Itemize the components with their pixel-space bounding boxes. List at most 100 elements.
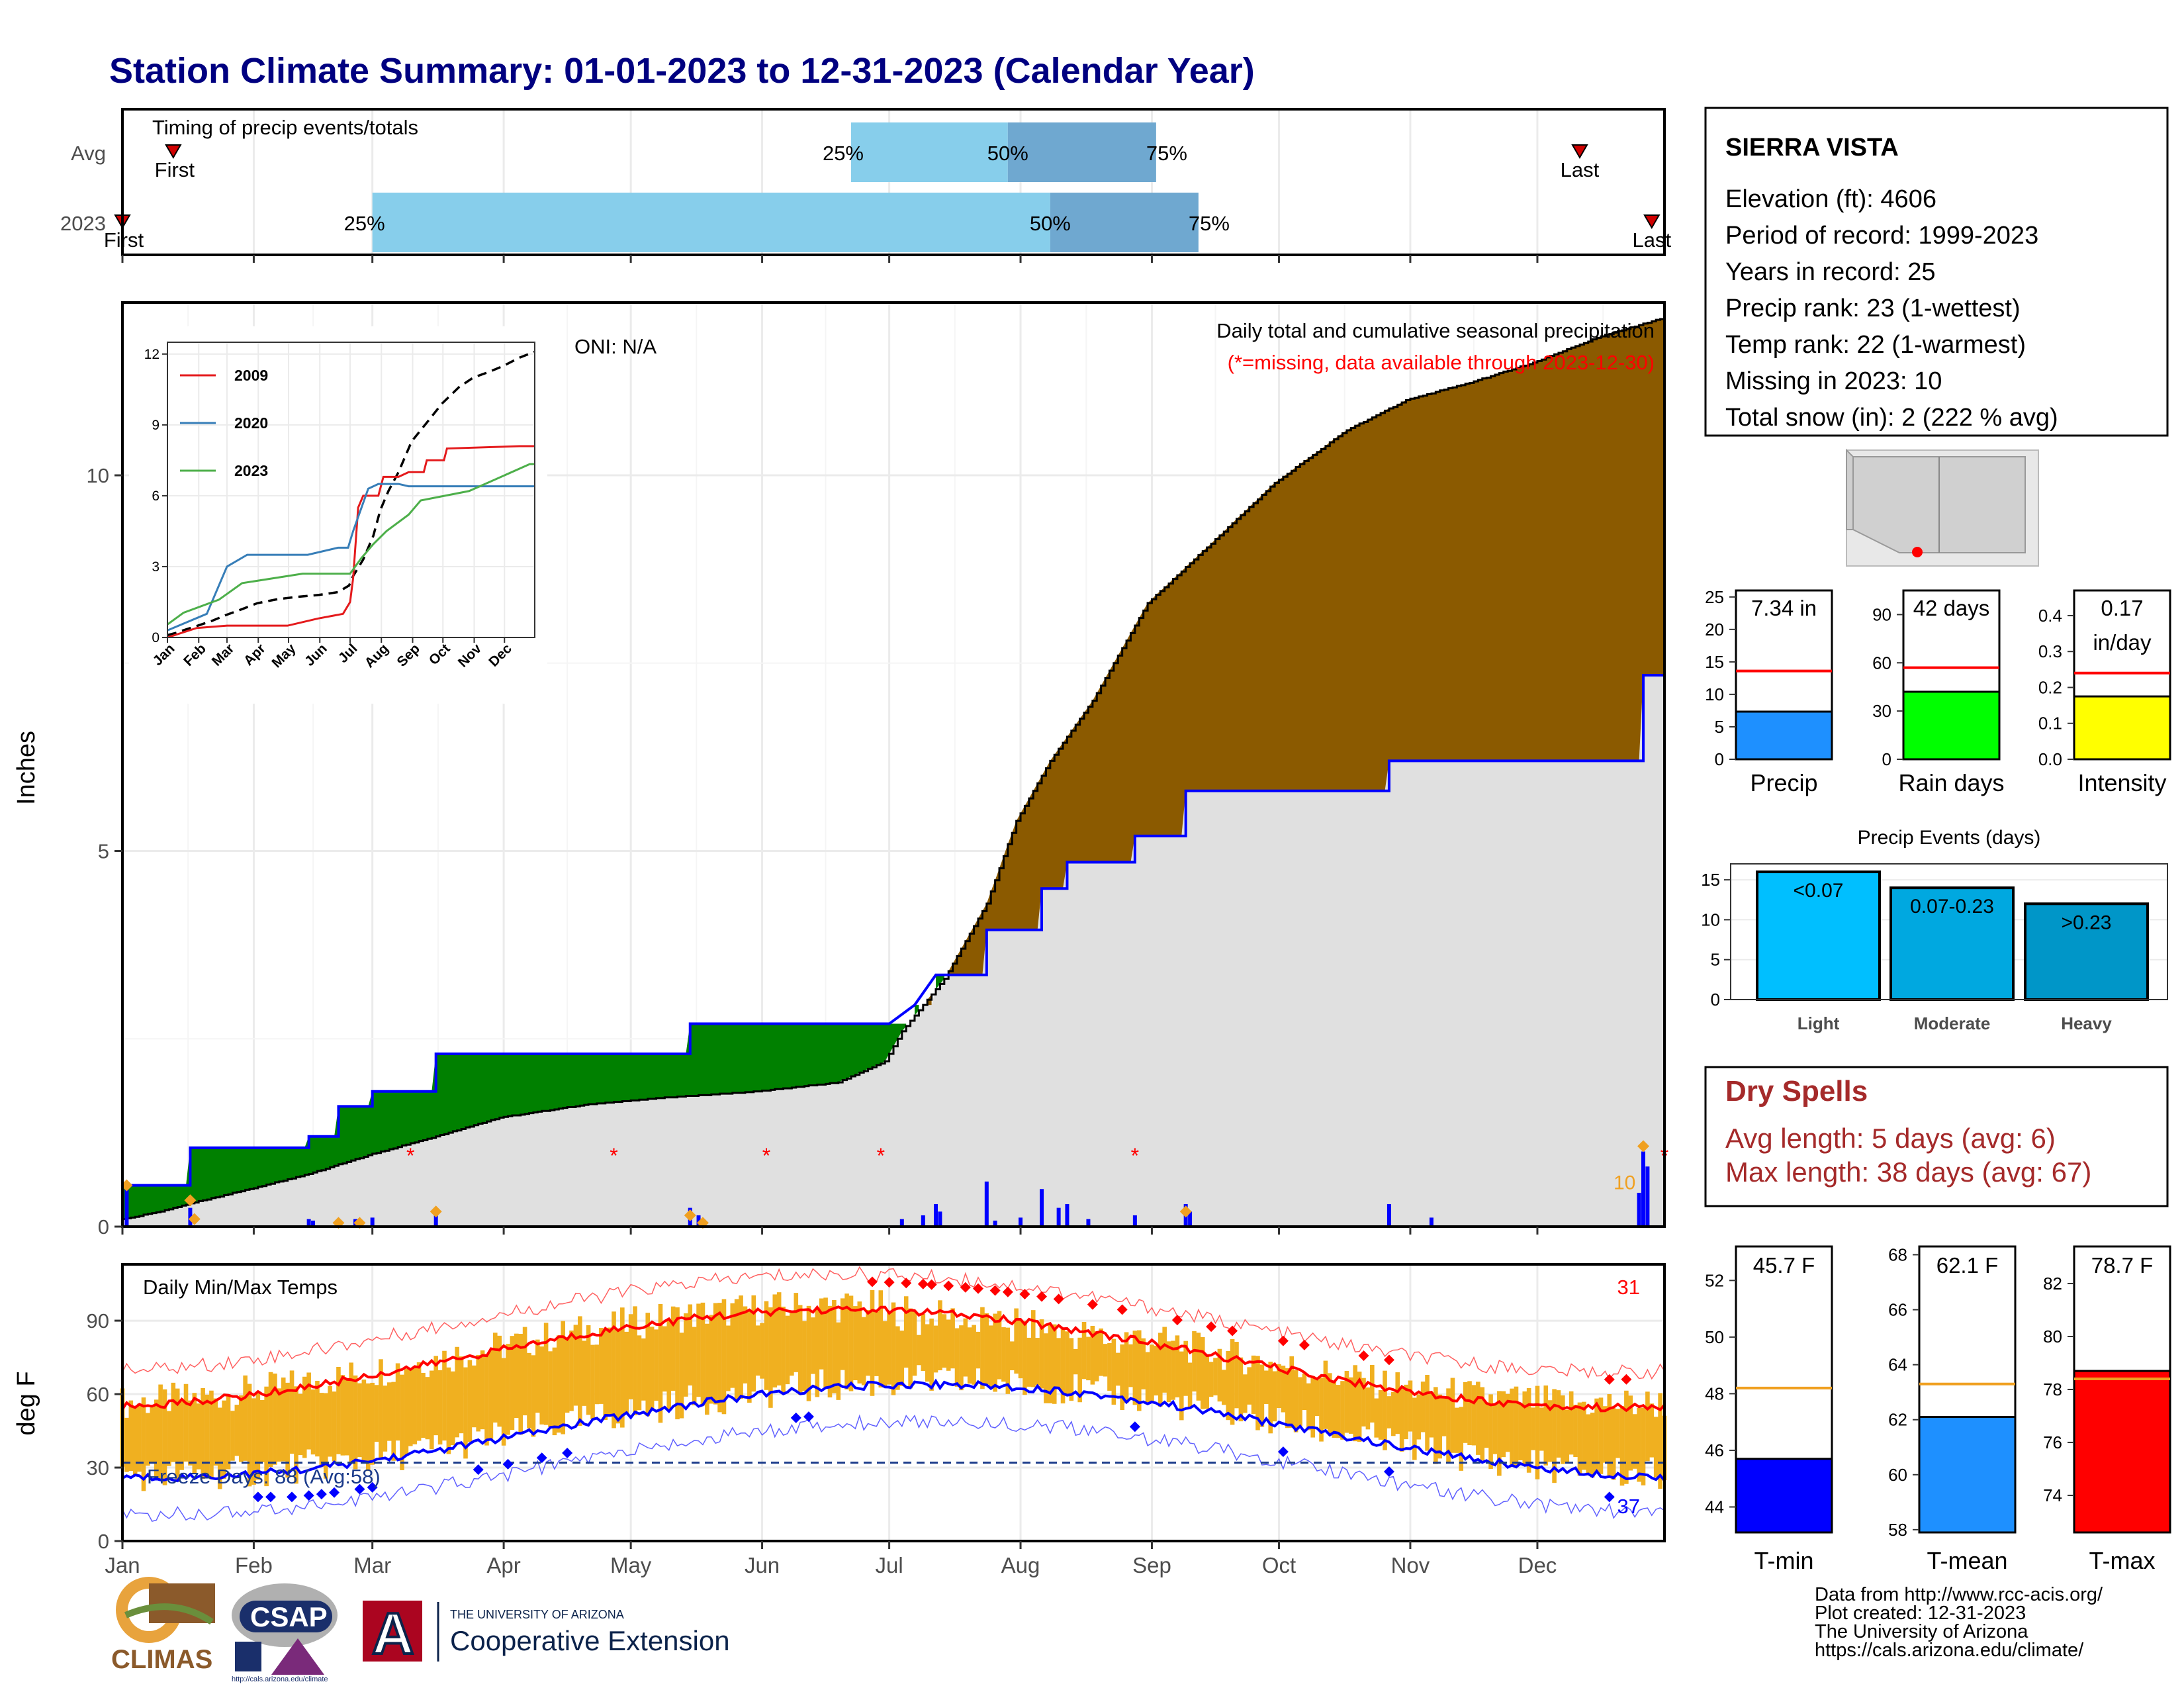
temp-y-tick: 76 — [2043, 1432, 2062, 1452]
daily-temp-bar — [289, 1370, 295, 1454]
credit-line: https://cals.arizona.edu/climate/ — [1815, 1640, 2084, 1661]
cold-day-marker — [316, 1489, 327, 1500]
daily-temps-panel: Daily Min/Max Temps Freeze Days: 88 (Avg:… — [13, 1263, 1667, 1553]
daily-temp-bar — [471, 1365, 477, 1428]
last-label: Last — [1561, 158, 1600, 181]
daily-temp-bar — [1501, 1391, 1506, 1458]
daily-temp-bar — [167, 1411, 171, 1466]
summary-bar-label: Rain days — [1898, 769, 2004, 796]
daily-precip-bar — [1040, 1189, 1044, 1227]
daily-temp-bar — [790, 1313, 794, 1376]
daily-temp-bar — [251, 1398, 256, 1485]
precip-y-axis-label: Inches — [13, 731, 40, 805]
daily-temp-bar — [1251, 1355, 1256, 1414]
daily-temp-bar — [713, 1303, 718, 1405]
snow-marker — [188, 1213, 201, 1225]
daily-temp-bar — [154, 1399, 159, 1477]
daily-temp-bar — [1158, 1333, 1163, 1407]
snow-marker — [1179, 1205, 1192, 1218]
daily-temp-bar — [840, 1298, 845, 1370]
daily-temp-bar — [891, 1302, 896, 1395]
daily-temp-bar — [942, 1314, 947, 1368]
cold-day-marker — [1383, 1466, 1394, 1477]
daily-temp-bar — [1073, 1348, 1078, 1375]
temps-label: Daily Min/Max Temps — [143, 1276, 338, 1299]
daily-temp-bar — [1594, 1398, 1599, 1473]
dry-spells-box: Dry Spells Avg length: 5 days (avg: 6) M… — [1704, 1066, 2169, 1207]
hot-day-marker — [960, 1282, 971, 1293]
daily-temp-bar — [1492, 1404, 1498, 1454]
daily-temp-bar — [1488, 1394, 1493, 1469]
daily-temp-bar — [1183, 1340, 1188, 1396]
timing-q50-q75-bar — [1050, 193, 1199, 252]
timing-q75-label: 75% — [1146, 142, 1187, 165]
daily-temp-bar — [1349, 1377, 1353, 1434]
daily-temp-bar — [921, 1313, 926, 1372]
summary-y-tick: 90 — [1872, 604, 1891, 624]
inset-legend-label: 2023 — [234, 462, 268, 479]
csap-text: CSAP — [250, 1601, 328, 1632]
summary-bar — [1902, 690, 2001, 761]
station-line: Temp rank: 22 (1-warmest) — [1725, 331, 2026, 359]
daily-temp-bar — [1077, 1337, 1082, 1403]
x-tick-label: Feb — [235, 1553, 273, 1577]
hot-day-marker — [1604, 1374, 1615, 1385]
daily-temp-bar — [1107, 1343, 1112, 1391]
daily-temp-bar — [700, 1302, 705, 1406]
summary-y-tick: 0.1 — [2038, 714, 2062, 733]
daily-temp-bar — [1425, 1375, 1430, 1451]
avg-low-line — [122, 1378, 1666, 1483]
cold-day-marker — [367, 1481, 378, 1493]
hot-day-marker — [884, 1277, 895, 1288]
daily-temp-bar — [1561, 1395, 1565, 1464]
daily-precip-bar — [1056, 1207, 1061, 1227]
daily-temp-bar — [1277, 1364, 1281, 1409]
daily-temp-bar — [1641, 1407, 1646, 1485]
y-tick-label: 60 — [87, 1383, 109, 1406]
daily-temp-bar — [972, 1325, 976, 1385]
daily-temp-bar — [1162, 1327, 1167, 1393]
daily-temp-bar — [205, 1394, 210, 1477]
record-high-line — [122, 1266, 1665, 1380]
daily-temp-bar — [353, 1375, 358, 1470]
daily-temp-bar — [603, 1329, 608, 1421]
daily-temp-bar — [1526, 1387, 1531, 1473]
daily-temp-bar — [612, 1311, 616, 1429]
daily-temp-bar — [1344, 1370, 1349, 1433]
daily-temp-bar — [1103, 1344, 1108, 1377]
daily-temp-bar — [912, 1311, 917, 1376]
temp-bar — [1735, 1458, 1833, 1534]
station-line: Precip rank: 23 (1-wettest) — [1725, 295, 2021, 322]
daily-temp-bar — [213, 1398, 218, 1466]
events-y-tick: 5 — [1711, 950, 1720, 970]
station-name: SIERRA VISTA — [1725, 134, 1899, 162]
daily-temp-bar — [599, 1328, 604, 1404]
daily-temp-bar — [993, 1313, 997, 1392]
snow-marker — [684, 1209, 696, 1221]
daily-precip-bar — [1086, 1219, 1091, 1227]
dry-spells-title: Dry Spells — [1725, 1075, 1868, 1107]
daily-temp-bar — [747, 1310, 752, 1403]
daily-precip-bar — [899, 1219, 904, 1227]
daily-temp-bar — [1645, 1391, 1650, 1462]
daily-temp-bar — [1408, 1380, 1413, 1432]
inset-y-tick: 6 — [152, 489, 159, 504]
daily-temp-bar — [878, 1290, 884, 1388]
daily-temp-bar — [1539, 1407, 1544, 1451]
daily-temp-bar — [1586, 1414, 1591, 1474]
daily-temp-bar — [1259, 1364, 1265, 1427]
daily-temp-bar — [476, 1354, 480, 1432]
daily-temp-bar — [146, 1413, 150, 1466]
temp-bar-label: T-min — [1754, 1547, 1814, 1574]
daily-temp-bar — [1069, 1338, 1074, 1401]
temp-y-tick: 82 — [2043, 1274, 2062, 1293]
temp-value-label: 78.7 F — [2091, 1253, 2154, 1278]
credit-line: Data from http://www.rcc-acis.org/ — [1815, 1584, 2103, 1605]
daily-temp-bar — [1132, 1331, 1138, 1405]
daily-temp-bar — [429, 1370, 434, 1450]
daily-precip-bar — [1132, 1215, 1137, 1227]
station-location-marker — [1912, 547, 1923, 557]
daily-temp-bar — [751, 1295, 756, 1392]
summary-bar — [1735, 710, 1833, 761]
hot-day-marker — [1621, 1374, 1632, 1385]
